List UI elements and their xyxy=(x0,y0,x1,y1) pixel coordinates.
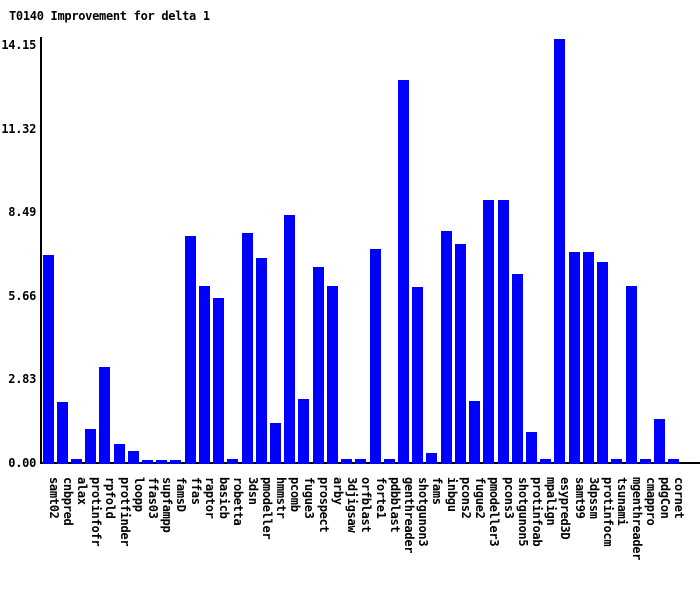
bar-basicb xyxy=(213,297,225,464)
bar-hmmstr xyxy=(270,423,282,464)
bar-ffas xyxy=(184,235,196,464)
x-label-cnbpred: cnbpred xyxy=(60,477,75,526)
bar-inbgu xyxy=(440,231,452,464)
x-label-pdgCon: pdgCon xyxy=(657,477,672,519)
bar-samt99 xyxy=(568,251,580,464)
x-label-mpalign: mpalign xyxy=(544,477,559,526)
x-label-supfampp: supfampp xyxy=(160,477,175,533)
y-tick-0.00: 0.00 xyxy=(8,456,36,470)
x-label-3dsn: 3dsn xyxy=(245,477,260,505)
bar-pmodeller3 xyxy=(483,200,495,464)
bar-protinfofr xyxy=(85,429,97,464)
x-label-prospect: prospect xyxy=(316,477,331,533)
bar-arby xyxy=(326,285,338,464)
x-label-shotgunon3: shotgunon3 xyxy=(416,477,431,547)
x-label-hmmstr: hmmstr xyxy=(274,477,289,519)
x-label-pmodeller3: pmodeller3 xyxy=(487,477,502,547)
bar-famsD xyxy=(170,460,182,464)
bar-3dsn xyxy=(241,232,253,464)
x-label-basicb: basicb xyxy=(217,477,232,519)
bar-rpfold xyxy=(99,366,111,464)
x-label-inbgu: inbgu xyxy=(444,477,459,512)
x-label-3dpssm: 3dpssm xyxy=(586,477,601,519)
bar-protinfoab xyxy=(525,431,537,464)
x-label-protinfocm: protinfocm xyxy=(601,477,616,547)
y-tick-2.83: 2.83 xyxy=(8,372,36,387)
bar-loopp xyxy=(127,451,139,464)
x-label-samt02: samt02 xyxy=(46,477,61,519)
x-label-cmappro: cmappro xyxy=(643,477,658,526)
bar-protinfocm xyxy=(597,262,609,464)
x-label-pcons2: pcons2 xyxy=(458,477,473,519)
bar-forte1 xyxy=(369,248,381,464)
bar-shotgunon5 xyxy=(511,273,523,464)
x-label-raptor: raptor xyxy=(202,477,217,519)
bar-prospect xyxy=(312,266,324,464)
x-label-pcons3: pcons3 xyxy=(501,477,516,519)
x-label-samt99: samt99 xyxy=(572,477,587,519)
x-label-pmodeller: pmodeller xyxy=(259,477,274,540)
bar-3dpssm xyxy=(582,251,594,464)
x-label-tsunami: tsunami xyxy=(615,477,630,526)
bar-pcomb xyxy=(284,214,296,464)
bar-cmappro xyxy=(639,458,651,464)
bar-shotgunon3 xyxy=(412,287,424,464)
y-tick-14.15: 14.15 xyxy=(1,38,36,52)
x-label-esypred3D: esypred3D xyxy=(558,477,573,540)
bar-pdbblast xyxy=(383,458,395,464)
bar-pdgCon xyxy=(653,418,665,464)
x-label-pcomb: pcomb xyxy=(288,477,303,512)
bar-esypred3D xyxy=(554,39,566,464)
bar-pmodeller xyxy=(255,257,267,464)
x-label-mgenthreader: mgenthreader xyxy=(629,477,644,561)
bar-samt02 xyxy=(42,254,54,464)
x-label-famsD: famsD xyxy=(174,477,189,512)
bar-genthreader xyxy=(398,80,409,464)
bar-cornet xyxy=(668,458,680,464)
bar-supfampp xyxy=(156,460,168,464)
bar-fams xyxy=(426,452,438,464)
bar-cnbpred xyxy=(56,402,68,464)
bar-3djigsaw xyxy=(341,458,353,464)
x-label-shotgunon5: shotgunon5 xyxy=(515,477,530,547)
bar-mpalign xyxy=(540,458,552,464)
y-tick-11.32: 11.32 xyxy=(1,121,36,136)
bar-ffas03 xyxy=(142,460,154,464)
x-label-ffas: ffas xyxy=(188,477,203,505)
x-label-arby: arby xyxy=(330,477,345,505)
x-label-loopp: loopp xyxy=(131,477,146,512)
y-axis xyxy=(40,37,42,464)
bar-raptor xyxy=(198,285,210,464)
bar-pcons2 xyxy=(454,244,466,464)
bar-tsunami xyxy=(611,458,623,464)
bar-pcons3 xyxy=(497,200,509,464)
x-label-forte1: forte1 xyxy=(373,477,388,519)
chart-title: T0140 Improvement for delta 1 xyxy=(9,9,210,23)
x-label-rpfold: rpfold xyxy=(103,477,118,519)
y-tick-8.49: 8.49 xyxy=(8,205,36,220)
x-label-fugue3: fugue3 xyxy=(302,477,317,519)
y-tick-5.66: 5.66 xyxy=(8,288,36,303)
x-label-orfblast: orfblast xyxy=(359,477,374,533)
x-label-alax: alax xyxy=(74,477,89,505)
x-label-protinfofr: protinfofr xyxy=(89,477,104,547)
bar-fugue2 xyxy=(469,400,481,464)
x-label-pdbblast: pdbblast xyxy=(387,477,402,533)
bar-fugue3 xyxy=(298,399,310,464)
x-label-protinfoab: protinfoab xyxy=(529,477,544,547)
x-label-3djigsaw: 3djigsaw xyxy=(345,477,360,533)
bar-orfblast xyxy=(355,458,367,464)
x-label-ffas03: ffas03 xyxy=(146,477,161,519)
x-label-protfinder: protfinder xyxy=(117,477,132,547)
bar-protfinder xyxy=(113,443,125,464)
x-label-fams: fams xyxy=(430,477,445,505)
x-label-cornet: cornet xyxy=(672,477,687,519)
bar-mgenthreader xyxy=(625,285,637,464)
bar-robetta xyxy=(227,458,239,464)
x-label-robetta: robetta xyxy=(231,477,246,526)
x-label-fugue2: fugue2 xyxy=(473,477,488,519)
x-label-genthreader: genthreader xyxy=(402,477,416,554)
bar-alax xyxy=(70,458,82,464)
